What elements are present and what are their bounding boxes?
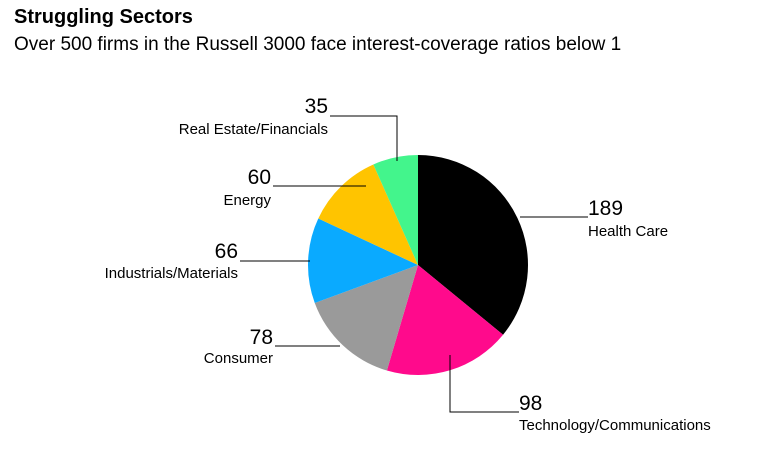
category-label-technology-communications: Technology/Communications	[519, 417, 711, 434]
category-label-real-estate-financials: Real Estate/Financials	[179, 121, 328, 138]
leader-line-technology-communications	[449, 355, 519, 413]
value-label-technology-communications: 98	[519, 392, 542, 415]
pie-slice-real-estate-financials	[373, 155, 418, 265]
value-label-energy: 60	[248, 166, 271, 189]
category-label-energy: Energy	[223, 192, 271, 209]
pie-slice-energy	[318, 164, 418, 265]
value-label-health-care: 189	[588, 197, 623, 220]
category-label-health-care: Health Care	[588, 223, 668, 240]
pie-slice-consumer	[314, 265, 418, 371]
leader-line-real-estate-financials	[330, 115, 398, 161]
pie-slice-industrials-materials	[308, 218, 418, 303]
pie-slice-technology-communications	[386, 265, 504, 376]
chart-title: Struggling Sectors	[14, 6, 193, 28]
category-label-consumer: Consumer	[204, 350, 273, 367]
category-label-industrials-materials: Industrials/Materials	[105, 265, 238, 282]
pie-slice-health-care	[418, 154, 529, 335]
chart-subtitle: Over 500 firms in the Russell 3000 face …	[14, 34, 622, 55]
value-label-consumer: 78	[250, 326, 273, 349]
value-label-real-estate-financials: 35	[305, 95, 328, 118]
value-label-industrials-materials: 66	[215, 240, 238, 263]
